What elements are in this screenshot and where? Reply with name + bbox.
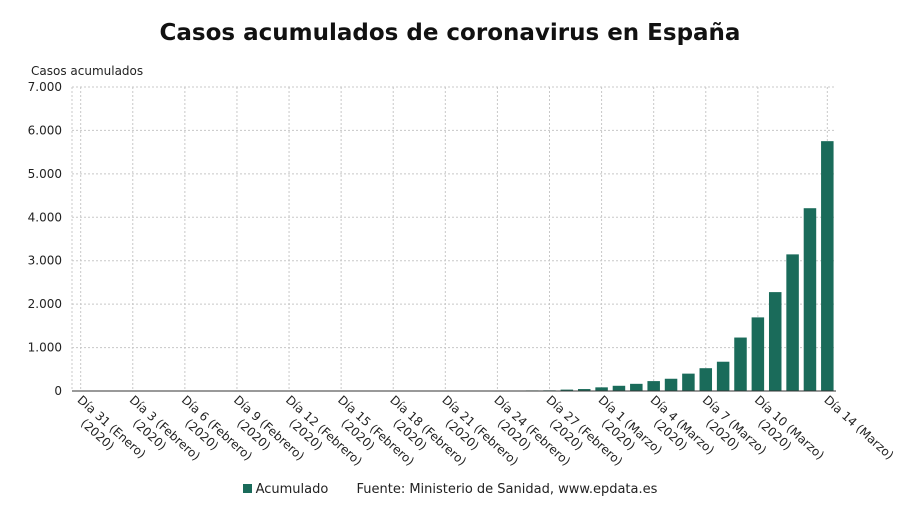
legend: Acumulado Fuente: Ministerio de Sanidad,…: [0, 482, 900, 497]
y-tick-label: 1.000: [28, 341, 62, 355]
bar: [630, 383, 643, 391]
bar: [716, 361, 730, 391]
legend-label: Acumulado: [255, 482, 329, 497]
y-tick-label: 3.000: [28, 254, 62, 268]
bar: [734, 337, 747, 391]
bar: [682, 373, 695, 391]
bar: [577, 389, 591, 391]
bar: [699, 368, 713, 391]
x-axis-ticks: Día 31 (Enero)(2020) Día 3 (Febrero)(2020…: [75, 393, 897, 469]
bar: [803, 208, 817, 391]
legend-swatch: [242, 484, 252, 493]
grid-lines: [71, 86, 836, 391]
bar: [821, 141, 834, 391]
source-note: Fuente: Ministerio de Sanidad, www.epdat…: [356, 482, 658, 497]
bar-chart: 0 1.000 2.000 3.000 4.000 5.000 6.000 7.000 Día…: [28, 64, 897, 469]
bar: [786, 254, 799, 391]
bars: [74, 141, 834, 391]
y-tick-label: 2.000: [28, 297, 62, 311]
bar: [612, 385, 626, 391]
y-tick-label: 7.000: [28, 80, 62, 94]
y-tick-label: 4.000: [28, 210, 62, 224]
bar: [768, 292, 782, 391]
y-tick-label: 6.000: [28, 123, 62, 137]
chart-title: Casos acumulados de coronavirus en Españ…: [159, 20, 741, 46]
x-tick-label: Día 14 (Marzo): [821, 393, 896, 463]
bar: [595, 387, 608, 391]
y-tick-label: 5.000: [28, 167, 62, 181]
y-tick-label: 0: [54, 384, 62, 398]
y-axis-label: Casos acumulados: [31, 64, 143, 78]
y-axis-ticks: 0 1.000 2.000 3.000 4.000 5.000 6.000 7.000: [28, 80, 62, 398]
bar: [664, 378, 678, 391]
bar: [560, 389, 574, 391]
bar: [647, 381, 660, 391]
bar: [751, 317, 765, 391]
